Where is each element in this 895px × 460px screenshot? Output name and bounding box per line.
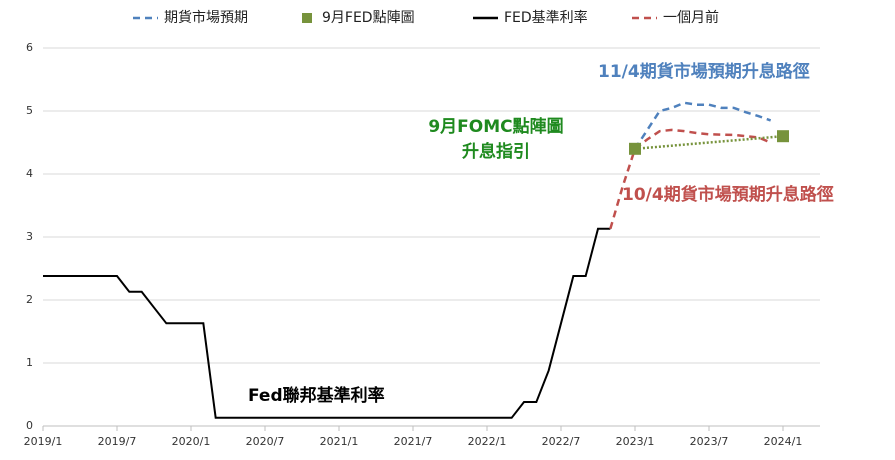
x-tick-label: 2019/7 xyxy=(98,435,137,448)
x-tick-label: 2023/1 xyxy=(616,435,655,448)
y-tick-label: 2 xyxy=(26,293,33,306)
annotation: 升息指引 xyxy=(462,141,530,162)
x-tick-label: 2024/1 xyxy=(764,435,803,448)
marker xyxy=(629,142,641,155)
series-line xyxy=(634,134,784,151)
marker xyxy=(777,130,789,143)
series-line xyxy=(609,128,772,230)
x-tick-label: 2020/7 xyxy=(246,435,285,448)
legend-marker xyxy=(302,13,312,23)
legend-label: 9月FED點陣圖 xyxy=(322,10,415,26)
annotation: Fed聯邦基準利率 xyxy=(248,385,385,406)
y-tick-label: 6 xyxy=(26,41,33,54)
legend-label: 一個月前 xyxy=(663,9,719,26)
y-tick-label: 5 xyxy=(26,104,33,117)
series-line xyxy=(43,227,611,419)
annotation: 9月FOMC點陣圖 xyxy=(428,116,563,137)
x-tick-label: 2022/1 xyxy=(468,435,507,448)
x-tick-label: 2022/7 xyxy=(542,435,581,448)
series-line xyxy=(633,101,772,150)
annotation: 10/4期貨市場預期升息路徑 xyxy=(622,184,834,205)
y-tick-label: 1 xyxy=(26,356,33,369)
legend-label: FED基準利率 xyxy=(504,9,588,26)
y-tick-label: 3 xyxy=(26,230,33,243)
y-tick-label: 4 xyxy=(26,167,33,180)
y-tick-label: 0 xyxy=(26,419,33,432)
legend-label: 期貨市場預期 xyxy=(164,9,248,26)
x-tick-label: 2020/1 xyxy=(172,435,211,448)
annotation: 11/4期貨市場預期升息路徑 xyxy=(598,61,810,82)
x-tick-label: 2023/7 xyxy=(690,435,729,448)
x-tick-label: 2019/1 xyxy=(24,435,63,448)
x-tick-label: 2021/1 xyxy=(320,435,359,448)
x-tick-label: 2021/7 xyxy=(394,435,433,448)
